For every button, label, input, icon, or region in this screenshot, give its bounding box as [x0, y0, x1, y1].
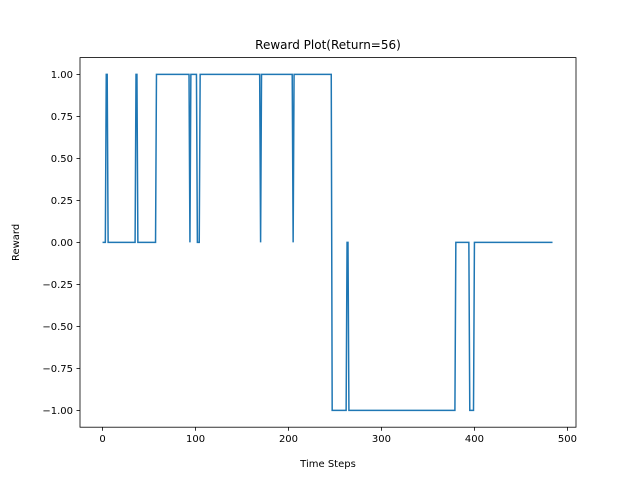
y-axis-ticks: −1.00 −0.75 −0.50 −0.25 0.00 0.25 0.50 0.75 1.00: [42, 70, 80, 417]
chart-title: Reward Plot(Return=56): [255, 38, 401, 52]
x-axis-title: Time Steps: [299, 459, 356, 470]
x-tick-label: 100: [186, 434, 205, 445]
y-tick-label: 0.25: [51, 196, 73, 207]
y-tick-label: 1.00: [51, 70, 73, 81]
x-tick-label: 400: [465, 434, 484, 445]
plot-layer: [102, 73, 553, 412]
y-tick-label: 0.75: [51, 112, 73, 123]
x-tick-label: 200: [279, 434, 298, 445]
x-tick-label: 0: [99, 434, 105, 445]
y-tick-label: −0.25: [42, 280, 73, 291]
x-axis-ticks: 0 100 200 300 400 500: [99, 427, 577, 445]
y-axis-title: Reward: [11, 224, 22, 261]
series-line-1: [102, 73, 553, 412]
y-tick-label: −0.75: [42, 364, 73, 375]
y-tick-label: −0.50: [42, 322, 73, 333]
x-tick-label: 500: [558, 434, 577, 445]
y-tick-label: −1.00: [42, 406, 73, 417]
y-tick-label: 0.50: [51, 154, 73, 165]
y-tick-label: 0.00: [51, 238, 73, 249]
x-tick-label: 300: [372, 434, 391, 445]
